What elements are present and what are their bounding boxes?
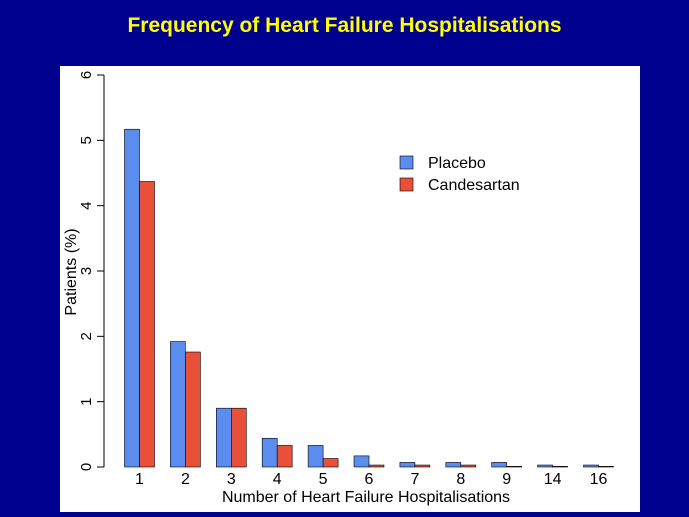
- legend-label-candesartan: Candesartan: [428, 177, 520, 194]
- bar-candesartan-16: [598, 466, 614, 468]
- y-tick-label: 2: [78, 332, 95, 340]
- x-tick-label: 5: [319, 471, 328, 488]
- bar-placebo-7: [399, 462, 416, 468]
- bar-chart: 0 1 2 3 4 5 6 1 2 3 4 5 6 7 8 9 14 16 Number of Heart Fa…: [63, 71, 614, 506]
- bar-candesartan-6: [368, 464, 385, 468]
- x-tick-labels: 1 2 3 4 5 6 7 8 9 14 16: [135, 471, 607, 488]
- bars: [124, 128, 614, 468]
- bar-candesartan-5: [322, 458, 339, 468]
- bar-candesartan-1: [139, 181, 155, 468]
- bar-candesartan-9: [506, 466, 523, 468]
- y-tick-label: 4: [78, 201, 95, 209]
- x-tick-label: 7: [410, 471, 419, 488]
- y-tick-label: 1: [78, 397, 95, 405]
- x-tick-label: 14: [544, 471, 562, 488]
- chart-panel: 0 1 2 3 4 5 6 1 2 3 4 5 6 7 8 9 14 16 Number of Heart Fa…: [60, 66, 640, 512]
- bar-placebo-1: [124, 128, 140, 468]
- bar-candesartan-2: [185, 351, 201, 468]
- bar-candesartan-14: [552, 466, 568, 468]
- x-tick-label: 8: [456, 471, 465, 488]
- bar-placebo-9: [491, 462, 508, 468]
- x-tick-label: 9: [502, 471, 511, 488]
- bar-candesartan-3: [231, 407, 247, 468]
- bar-placebo-5: [307, 445, 324, 468]
- bar-placebo-16: [583, 464, 599, 468]
- legend: Placebo Candesartan: [399, 155, 520, 194]
- bar-placebo-2: [170, 341, 186, 468]
- bar-candesartan-4: [276, 445, 293, 468]
- y-axis: 0 1 2 3 4 5 6: [78, 71, 105, 471]
- bar-placebo-6: [353, 455, 370, 468]
- legend-swatch-placebo: [399, 155, 414, 170]
- slide-title: Frequency of Heart Failure Hospitalisati…: [127, 14, 562, 37]
- bar-candesartan-7: [414, 464, 431, 468]
- bar-placebo-4: [261, 437, 278, 468]
- legend-swatch-candesartan: [399, 177, 414, 192]
- x-tick-label: 1: [135, 471, 144, 488]
- bar-placebo-3: [216, 407, 232, 468]
- y-tick-label: 0: [78, 463, 95, 471]
- bar-placebo-14: [537, 464, 553, 468]
- y-tick-label: 5: [78, 136, 95, 144]
- x-tick-label: 4: [273, 471, 282, 488]
- x-tick-label: 3: [227, 471, 236, 488]
- bar-placebo-8: [445, 462, 462, 468]
- x-tick-label: 2: [181, 471, 190, 488]
- y-tick-label: 6: [78, 71, 95, 79]
- y-axis-label: Patients (%): [63, 228, 80, 315]
- x-tick-label: 16: [590, 471, 608, 488]
- x-tick-label: 6: [365, 471, 374, 488]
- x-axis-label: Number of Heart Failure Hospitalisations: [222, 489, 510, 506]
- y-tick-label: 3: [78, 267, 95, 275]
- bar-candesartan-8: [460, 464, 477, 468]
- legend-label-placebo: Placebo: [428, 155, 486, 172]
